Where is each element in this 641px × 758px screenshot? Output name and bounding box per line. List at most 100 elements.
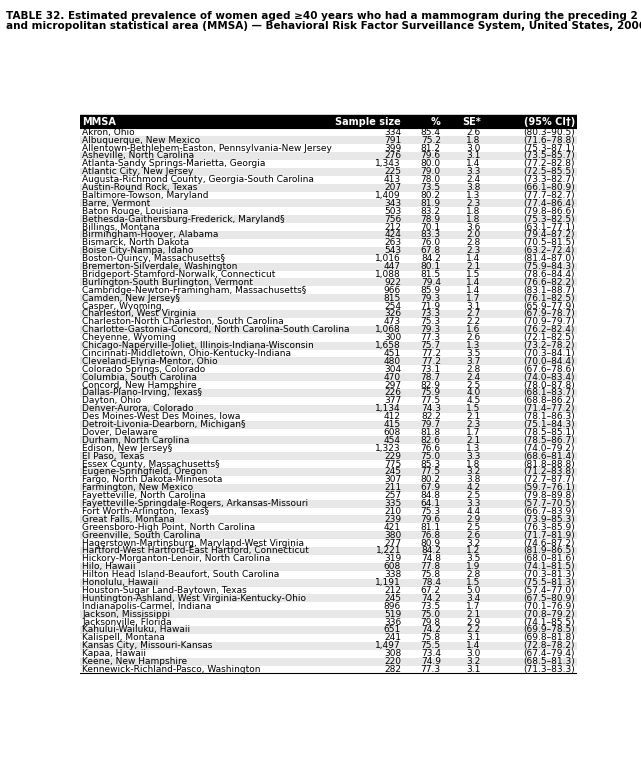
Text: 2.0: 2.0 bbox=[466, 230, 481, 240]
Text: 220: 220 bbox=[384, 657, 401, 666]
Bar bbox=[80, 302, 577, 310]
Bar bbox=[80, 444, 577, 453]
Text: 3.2: 3.2 bbox=[466, 539, 481, 547]
Text: 79.8: 79.8 bbox=[420, 618, 441, 627]
Text: 81.2: 81.2 bbox=[420, 143, 441, 152]
Text: 77.2: 77.2 bbox=[420, 357, 441, 366]
Text: 2.1: 2.1 bbox=[466, 262, 481, 271]
Text: 1.3: 1.3 bbox=[466, 443, 481, 453]
Text: Atlantic City, New Jersey: Atlantic City, New Jersey bbox=[82, 168, 194, 177]
Text: 79.3: 79.3 bbox=[420, 325, 441, 334]
Text: Denver-Aurora, Colorado: Denver-Aurora, Colorado bbox=[82, 404, 194, 413]
Bar bbox=[80, 476, 577, 484]
Bar bbox=[80, 626, 577, 634]
Text: 75.5: 75.5 bbox=[420, 641, 441, 650]
Text: 77.3: 77.3 bbox=[420, 334, 441, 342]
Text: 84.8: 84.8 bbox=[420, 491, 441, 500]
Bar bbox=[80, 192, 577, 199]
Text: Atlanta-Sandy Springs-Marietta, Georgia: Atlanta-Sandy Springs-Marietta, Georgia bbox=[82, 159, 265, 168]
Text: Concord, New Hampshire: Concord, New Hampshire bbox=[82, 381, 197, 390]
Bar bbox=[80, 262, 577, 271]
Text: Hagerstown-Martinsburg, Maryland-West Virginia: Hagerstown-Martinsburg, Maryland-West Vi… bbox=[82, 539, 304, 547]
Text: (67.6–78.6): (67.6–78.6) bbox=[523, 365, 575, 374]
Text: 1.8: 1.8 bbox=[466, 215, 481, 224]
Text: 74.8: 74.8 bbox=[420, 554, 441, 563]
Text: 3.1: 3.1 bbox=[466, 665, 481, 674]
Text: 503: 503 bbox=[384, 207, 401, 216]
Text: 1,068: 1,068 bbox=[375, 325, 401, 334]
Text: (75.1–84.3): (75.1–84.3) bbox=[523, 420, 575, 429]
Text: 424: 424 bbox=[384, 230, 401, 240]
Text: (78.0–87.8): (78.0–87.8) bbox=[523, 381, 575, 390]
Text: (81.9–86.5): (81.9–86.5) bbox=[523, 547, 575, 556]
Text: 75.3: 75.3 bbox=[420, 318, 441, 327]
Text: 75.8: 75.8 bbox=[420, 634, 441, 642]
Text: (72.7–87.7): (72.7–87.7) bbox=[523, 475, 575, 484]
Bar bbox=[80, 634, 577, 642]
Text: Allentown-Bethlehem-Easton, Pennsylvania-New Jersey: Allentown-Bethlehem-Easton, Pennsylvania… bbox=[82, 143, 332, 152]
Text: 1.4: 1.4 bbox=[466, 254, 481, 263]
Text: Huntington-Ashland, West Virginia-Kentucky-Ohio: Huntington-Ashland, West Virginia-Kentuc… bbox=[82, 594, 306, 603]
Text: 519: 519 bbox=[384, 609, 401, 619]
Text: Boston-Quincy, Massachusetts§: Boston-Quincy, Massachusetts§ bbox=[82, 254, 225, 263]
Text: Camden, New Jersey§: Camden, New Jersey§ bbox=[82, 293, 180, 302]
Bar bbox=[80, 287, 577, 294]
Text: 79.4: 79.4 bbox=[420, 278, 441, 287]
Text: 73.5: 73.5 bbox=[420, 183, 441, 192]
Bar bbox=[80, 547, 577, 555]
Text: 78.9: 78.9 bbox=[420, 215, 441, 224]
Bar bbox=[80, 500, 577, 508]
Text: 775: 775 bbox=[384, 459, 401, 468]
Text: 212: 212 bbox=[384, 223, 401, 232]
Text: (72.5–85.5): (72.5–85.5) bbox=[523, 168, 575, 177]
Text: (70.8–79.2): (70.8–79.2) bbox=[523, 609, 575, 619]
Text: Hilo, Hawaii: Hilo, Hawaii bbox=[82, 562, 136, 572]
Text: 3.8: 3.8 bbox=[466, 183, 481, 192]
Text: 77.3: 77.3 bbox=[420, 665, 441, 674]
Text: Houston-Sugar Land-Baytown, Texas: Houston-Sugar Land-Baytown, Texas bbox=[82, 586, 247, 595]
Bar bbox=[80, 603, 577, 610]
Text: 80.2: 80.2 bbox=[420, 191, 441, 200]
Text: Baton Rouge, Louisiana: Baton Rouge, Louisiana bbox=[82, 207, 188, 216]
Text: 399: 399 bbox=[384, 143, 401, 152]
Text: 77.5: 77.5 bbox=[420, 396, 441, 406]
Text: 79.7: 79.7 bbox=[420, 420, 441, 429]
Text: (78.1–86.3): (78.1–86.3) bbox=[523, 412, 575, 421]
Text: 241: 241 bbox=[384, 634, 401, 642]
Text: 4.5: 4.5 bbox=[466, 396, 481, 406]
Text: 2.3: 2.3 bbox=[466, 246, 481, 255]
Bar bbox=[80, 468, 577, 476]
Text: 282: 282 bbox=[384, 665, 401, 674]
Text: Jackson, Mississippi: Jackson, Mississippi bbox=[82, 609, 171, 619]
Text: Bridgeport-Stamford-Norwalk, Connecticut: Bridgeport-Stamford-Norwalk, Connecticut bbox=[82, 270, 276, 279]
Text: Indianapolis-Carmel, Indiana: Indianapolis-Carmel, Indiana bbox=[82, 602, 212, 611]
Text: Fayetteville, North Carolina: Fayetteville, North Carolina bbox=[82, 491, 206, 500]
Text: Sample size: Sample size bbox=[335, 117, 401, 127]
Text: 81.1: 81.1 bbox=[420, 523, 441, 532]
Bar bbox=[80, 658, 577, 666]
Bar bbox=[80, 342, 577, 349]
Text: (76.6–82.2): (76.6–82.2) bbox=[524, 278, 575, 287]
Text: 413: 413 bbox=[384, 175, 401, 184]
Text: 473: 473 bbox=[384, 318, 401, 327]
Text: 2.1: 2.1 bbox=[466, 609, 481, 619]
Bar bbox=[80, 523, 577, 531]
Text: 2.8: 2.8 bbox=[466, 238, 481, 247]
Bar bbox=[80, 144, 577, 152]
Text: 277: 277 bbox=[384, 539, 401, 547]
Text: Baltimore-Towson, Maryland: Baltimore-Towson, Maryland bbox=[82, 191, 208, 200]
Text: 3.3: 3.3 bbox=[466, 499, 481, 508]
Text: 75.3: 75.3 bbox=[420, 507, 441, 516]
Bar bbox=[80, 515, 577, 523]
Text: 74.3: 74.3 bbox=[420, 404, 441, 413]
Text: (74.0–79.2): (74.0–79.2) bbox=[524, 443, 575, 453]
Text: (81.8–88.8): (81.8–88.8) bbox=[523, 459, 575, 468]
Text: 83.3: 83.3 bbox=[420, 230, 441, 240]
Text: and micropolitan statistical area (MMSA) — Behavioral Risk Factor Surveillance S: and micropolitan statistical area (MMSA)… bbox=[6, 21, 641, 31]
Bar bbox=[80, 115, 577, 128]
Bar bbox=[80, 358, 577, 365]
Bar bbox=[80, 136, 577, 144]
Text: 896: 896 bbox=[384, 602, 401, 611]
Text: 76.6: 76.6 bbox=[420, 443, 441, 453]
Text: Great Falls, Montana: Great Falls, Montana bbox=[82, 515, 175, 524]
